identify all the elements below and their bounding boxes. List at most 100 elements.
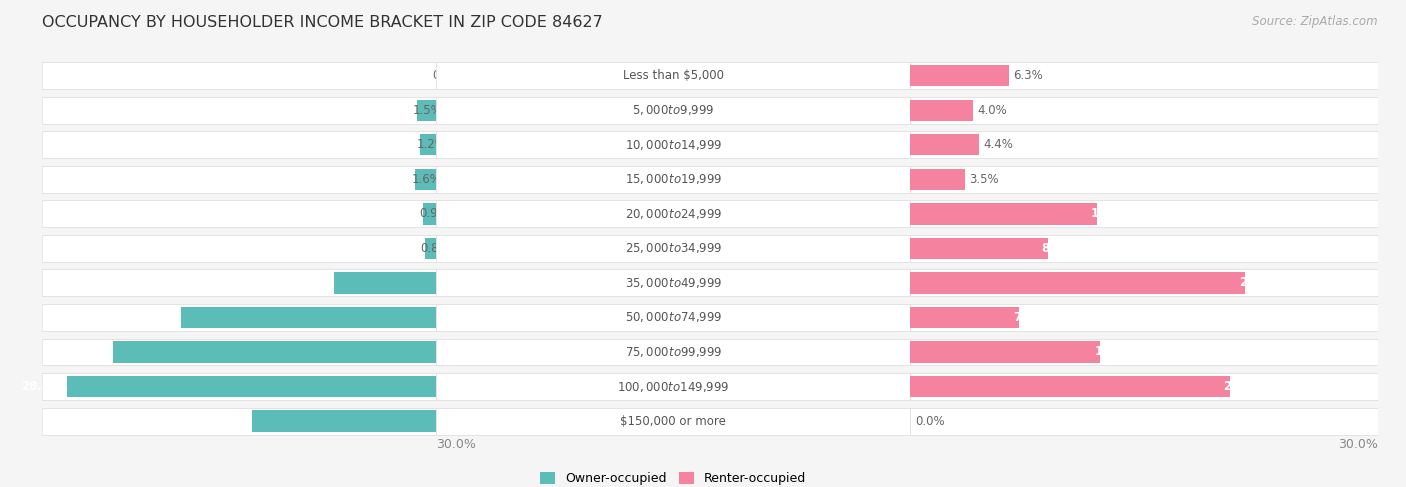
Bar (42, 304, 436, 331)
Text: $20,000 to $24,999: $20,000 to $24,999 (624, 207, 723, 221)
Bar (436, 235, 1406, 262)
Bar (42, 408, 436, 434)
Bar (0, 131, 436, 158)
Bar (436, 200, 1406, 227)
Text: Source: ZipAtlas.com: Source: ZipAtlas.com (1253, 15, 1378, 28)
Text: $5,000 to $9,999: $5,000 to $9,999 (633, 103, 714, 117)
Bar (911, 235, 1378, 262)
Bar (911, 341, 1101, 363)
Bar (911, 166, 1378, 193)
Bar (911, 304, 1406, 331)
Bar (911, 65, 1008, 86)
Bar (0, 200, 436, 227)
Bar (911, 376, 1230, 397)
Bar (420, 134, 436, 155)
Text: 4.0%: 4.0% (977, 104, 1007, 117)
Bar (0, 304, 436, 331)
Bar (415, 169, 436, 190)
Text: 24.6%: 24.6% (67, 345, 108, 358)
Text: 6.3%: 6.3% (1014, 69, 1043, 82)
Bar (436, 235, 911, 262)
Text: $25,000 to $34,999: $25,000 to $34,999 (624, 242, 723, 255)
Text: OCCUPANCY BY HOUSEHOLDER INCOME BRACKET IN ZIP CODE 84627: OCCUPANCY BY HOUSEHOLDER INCOME BRACKET … (42, 15, 603, 30)
Bar (911, 307, 1019, 328)
Bar (436, 269, 911, 297)
Bar (42, 235, 436, 262)
Bar (436, 373, 911, 400)
Bar (911, 238, 1047, 259)
Bar (42, 269, 436, 297)
Text: 7.8%: 7.8% (295, 277, 329, 289)
Text: $10,000 to $14,999: $10,000 to $14,999 (624, 138, 723, 152)
Bar (0, 408, 436, 434)
Bar (911, 269, 1378, 297)
Bar (911, 338, 1406, 365)
Bar (911, 235, 1406, 262)
Bar (911, 304, 1378, 331)
Text: 0.98%: 0.98% (419, 207, 457, 220)
Bar (911, 200, 1406, 227)
Bar (911, 62, 1406, 89)
Text: 21.5%: 21.5% (1239, 277, 1279, 289)
Bar (436, 131, 911, 158)
Bar (436, 269, 1406, 297)
Bar (911, 338, 1378, 365)
Bar (911, 373, 1378, 400)
Bar (436, 408, 911, 434)
Bar (436, 304, 1406, 331)
Bar (911, 200, 1378, 227)
Bar (0, 166, 436, 193)
Bar (425, 238, 436, 259)
Bar (911, 131, 1406, 158)
Bar (42, 338, 436, 365)
Text: $150,000 or more: $150,000 or more (620, 414, 727, 428)
Text: 12.0%: 12.0% (1091, 207, 1132, 220)
Text: $35,000 to $49,999: $35,000 to $49,999 (624, 276, 723, 290)
Bar (436, 166, 911, 193)
Bar (436, 166, 1406, 193)
Bar (0, 97, 436, 124)
Bar (911, 134, 979, 155)
Bar (112, 341, 436, 363)
Text: 4.4%: 4.4% (984, 138, 1014, 151)
Bar (42, 200, 436, 227)
Bar (911, 269, 1406, 297)
Text: 3.5%: 3.5% (970, 173, 1000, 186)
Text: 1.5%: 1.5% (412, 104, 443, 117)
Text: $15,000 to $19,999: $15,000 to $19,999 (624, 172, 723, 187)
Text: 0.0%: 0.0% (915, 414, 945, 428)
Bar (42, 373, 436, 400)
Bar (436, 62, 911, 89)
Text: 30.0%: 30.0% (436, 438, 477, 451)
Bar (0, 62, 436, 89)
Bar (911, 62, 1378, 89)
Bar (911, 272, 1246, 294)
Text: 14.0%: 14.0% (207, 414, 247, 428)
Bar (416, 99, 436, 121)
Text: 12.2%: 12.2% (1094, 345, 1135, 358)
Text: 19.4%: 19.4% (135, 311, 176, 324)
Text: $75,000 to $99,999: $75,000 to $99,999 (624, 345, 723, 359)
Text: 0.88%: 0.88% (420, 242, 458, 255)
Text: 1.6%: 1.6% (412, 173, 441, 186)
Text: Less than $5,000: Less than $5,000 (623, 69, 724, 82)
Bar (436, 97, 911, 124)
Bar (911, 97, 1378, 124)
Bar (911, 166, 1406, 193)
Bar (911, 373, 1406, 400)
Bar (911, 408, 1378, 434)
Text: 30.0%: 30.0% (1339, 438, 1378, 451)
Bar (0, 373, 436, 400)
Bar (911, 97, 1406, 124)
Bar (436, 338, 911, 365)
Bar (0, 269, 436, 297)
Bar (42, 62, 436, 89)
Bar (911, 131, 1378, 158)
Bar (911, 408, 1406, 434)
Text: 20.5%: 20.5% (1223, 380, 1264, 393)
Text: 7.0%: 7.0% (1014, 311, 1046, 324)
Bar (436, 200, 911, 227)
Bar (42, 97, 436, 124)
Bar (0, 338, 436, 365)
Bar (436, 62, 1406, 89)
